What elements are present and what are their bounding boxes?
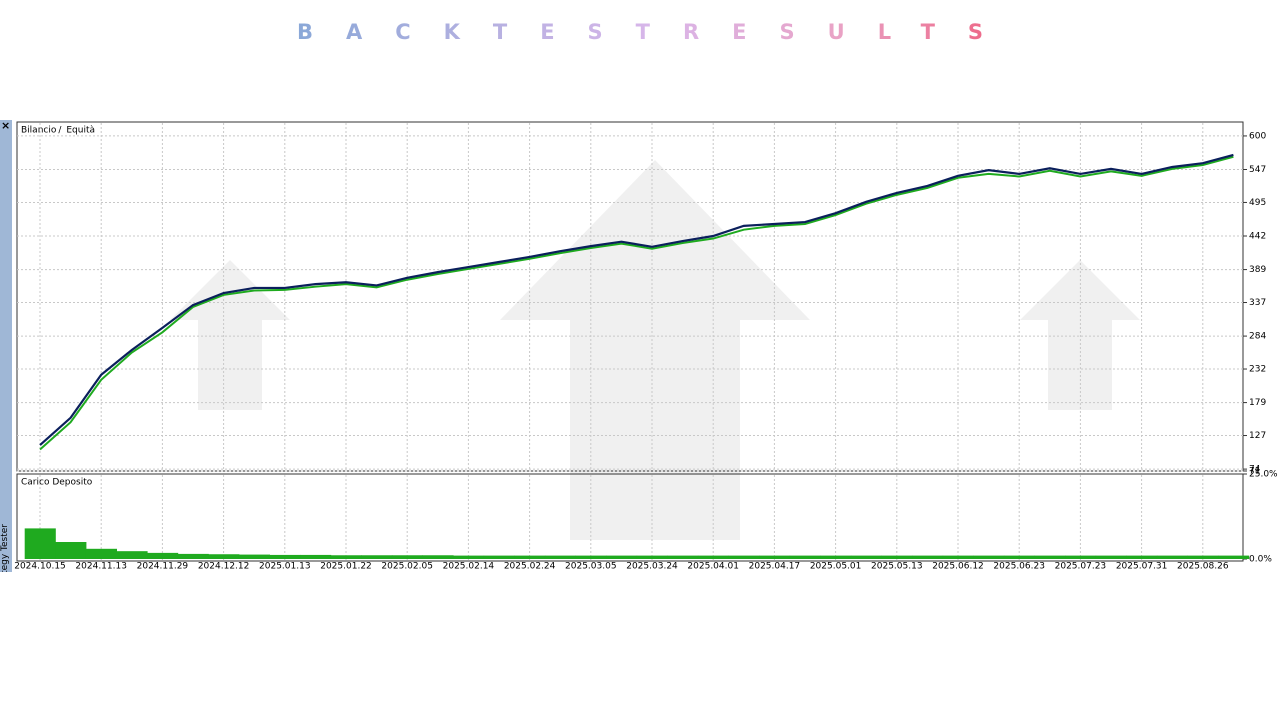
legend-separator: / [58, 126, 62, 136]
bar [667, 555, 699, 559]
bar [269, 554, 301, 559]
bar [116, 551, 148, 559]
bar [391, 555, 423, 559]
x-tick-label: 2025.02.24 [504, 562, 556, 572]
y-tick-label: 600 [1249, 131, 1266, 141]
bar [575, 555, 607, 559]
x-tick-label: 2024.11.13 [75, 562, 127, 572]
bar [850, 555, 882, 559]
x-tick-label: 2025.07.31 [1116, 562, 1168, 572]
x-tick-label: 2025.01.13 [259, 562, 311, 572]
legend-entry: Equità [66, 126, 95, 136]
y-tick-label: 74 [1249, 465, 1261, 475]
y-tick-label: 442 [1249, 232, 1266, 242]
bar [1126, 555, 1158, 559]
x-tick-label: 2024.12.12 [198, 562, 250, 572]
bar [1065, 555, 1097, 559]
y-tick-label: 179 [1249, 398, 1266, 408]
bar [177, 553, 209, 559]
bar [361, 555, 393, 559]
sub-frame [16, 473, 1244, 562]
bar [728, 555, 760, 559]
bar [300, 554, 332, 559]
y-tick-label: 127 [1249, 431, 1266, 441]
legend-entry: Bilancio [21, 126, 57, 136]
bar [85, 548, 117, 559]
bar [1095, 555, 1127, 559]
x-tick-label: 2024.11.29 [137, 562, 189, 572]
bar [1003, 555, 1035, 559]
series-line [39, 155, 1234, 451]
bar [606, 555, 638, 559]
bar [330, 555, 362, 559]
bar [942, 555, 974, 559]
y-tick-label: 0.0% [1249, 555, 1272, 565]
bar [697, 555, 729, 559]
y-tick-label: 547 [1249, 165, 1266, 175]
x-tick-label: 2025.02.14 [443, 562, 495, 572]
x-tick-label: 2025.01.22 [320, 562, 372, 572]
y-tick-label: 284 [1249, 332, 1266, 342]
bar [422, 555, 454, 559]
bar [238, 554, 270, 559]
bar [208, 554, 240, 559]
x-tick-label: 2025.05.13 [871, 562, 923, 572]
side-panel [0, 120, 12, 572]
watermark [170, 160, 1140, 540]
bar [759, 555, 791, 559]
x-tick-label: 2025.03.24 [626, 562, 678, 572]
series-line [39, 153, 1234, 446]
bar [147, 552, 179, 559]
y-tick-label: 71 [1249, 467, 1260, 477]
x-tick-label: 2025.04.17 [749, 562, 801, 572]
y-tick-label: 389 [1249, 265, 1266, 275]
bar [55, 542, 87, 559]
bar [789, 555, 821, 559]
bar [1034, 555, 1066, 559]
x-tick-label: 2025.04.01 [687, 562, 739, 572]
page-title: BACKTESTRESULTS [0, 20, 1280, 44]
bar [544, 555, 576, 559]
title-text: BACKTESTRESULTS [296, 20, 1017, 44]
bar [453, 555, 485, 559]
bar [820, 555, 852, 559]
x-tick-label: 2025.03.05 [565, 562, 617, 572]
bar [514, 555, 546, 559]
panel-title: Carico Deposito [21, 478, 93, 488]
x-tick-label: 2025.06.12 [932, 562, 984, 572]
y-tick-label: 337 [1249, 298, 1266, 308]
x-tick-label: 2025.02.05 [381, 562, 433, 572]
close-button[interactable]: × [1, 119, 11, 132]
bar [483, 555, 515, 559]
x-tick-label: 2025.06.23 [993, 562, 1045, 572]
y-tick-label: 232 [1249, 365, 1266, 375]
y-tick-label: 25.0% [1249, 470, 1278, 480]
x-tick-label: 2024.10.15 [14, 562, 66, 572]
bar [24, 528, 56, 559]
bar [1187, 555, 1219, 559]
x-tick-label: 2025.07.23 [1055, 562, 1107, 572]
x-tick-label: 2025.05.01 [810, 562, 862, 572]
bar [1218, 555, 1250, 559]
bar [973, 555, 1005, 559]
y-tick-label: 495 [1249, 198, 1266, 208]
x-tick-label: 2025.08.26 [1177, 562, 1229, 572]
bar [1156, 555, 1188, 559]
bar [636, 555, 668, 559]
bar [881, 555, 913, 559]
bar [912, 555, 944, 559]
